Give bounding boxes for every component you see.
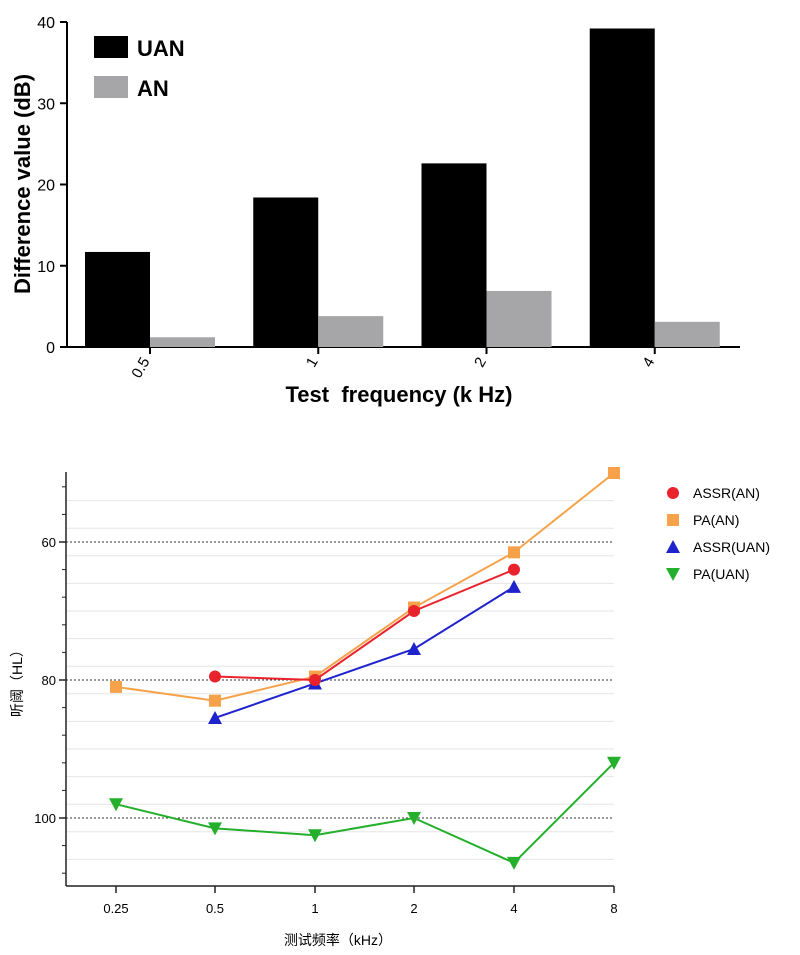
point-PA(UAN) — [507, 856, 521, 870]
bar-chart: 0 10 20 30 40 0.5 1 2 4 Difference value (dB) T… — [10, 15, 740, 407]
point-PA(AN) — [608, 467, 620, 479]
bar-uan-4 — [589, 28, 655, 347]
bar-an-1 — [318, 316, 384, 347]
line-legend: ASSR(AN) PA(AN) ASSR(UAN) PA(UAN) — [666, 485, 770, 582]
line-y-tick-label: 100 — [34, 811, 56, 826]
line-x-tick-label: 2 — [410, 901, 417, 916]
line-x-axis-label: 测试频率（kHz） — [284, 932, 392, 948]
bar-y-tick-label: 0 — [46, 340, 55, 357]
point-PA(AN) — [110, 680, 122, 693]
point-ASSR(UAN) — [507, 579, 521, 593]
bar-an-2 — [486, 290, 552, 347]
bar-an-0.5 — [150, 337, 215, 347]
point-PA(AN) — [209, 694, 221, 707]
legend-label-PA(AN): PA(AN) — [693, 512, 739, 528]
series-line-PA(AN) — [115, 472, 615, 702]
bar-x-tick-label: 1 — [303, 355, 322, 371]
point-ASSR(AN) — [508, 563, 520, 576]
bar-x-tick-label: 2 — [471, 355, 490, 371]
bar-uan-2 — [421, 163, 487, 347]
point-ASSR(AN) — [209, 670, 221, 683]
bar-x-axis-label: Test frequency (k Hz) — [286, 382, 513, 407]
point-ASSR(UAN) — [407, 641, 421, 655]
bar-y-tick-label: 20 — [37, 178, 55, 195]
point-ASSR(UAN) — [208, 710, 222, 724]
point-PA(UAN) — [607, 756, 621, 770]
point-ASSR(AN) — [408, 605, 420, 617]
legend-label-ASSR(UAN): ASSR(UAN) — [693, 539, 770, 555]
bar-y-tick-label: 30 — [37, 96, 55, 113]
bar-uan-0.5 — [85, 251, 150, 347]
series-line-ASSR(AN) — [214, 568, 515, 682]
legend-marker-ASSR(UAN) — [666, 540, 680, 553]
line-x-tick-label: 4 — [510, 901, 517, 916]
line-x-tick-label: 0.25 — [103, 901, 128, 916]
line-y-tick-label: 60 — [42, 535, 56, 550]
bar-y-tick-label: 10 — [37, 259, 55, 276]
legend-label-ASSR(AN): ASSR(AN) — [693, 485, 760, 501]
legend-label-an: AN — [137, 76, 169, 101]
legend-swatch-an — [94, 76, 128, 98]
legend-label-PA(UAN): PA(UAN) — [693, 566, 750, 582]
bar-y-axis-label: Difference value (dB) — [10, 74, 35, 294]
point-PA(AN) — [508, 546, 520, 559]
line-y-axis-label: 听阈（HL） — [9, 643, 25, 717]
bar-y-tick-label: 40 — [37, 15, 55, 32]
line-y-tick-label: 80 — [42, 673, 56, 688]
point-PA(UAN) — [308, 829, 322, 843]
legend-marker-PA(AN) — [667, 514, 679, 526]
bar-legend: UAN AN — [94, 36, 185, 101]
bar-x-tick-label: 0.5 — [128, 355, 153, 382]
series-line-ASSR(UAN) — [214, 586, 515, 719]
legend-marker-ASSR(AN) — [667, 487, 679, 499]
line-x-tick-label: 0.5 — [206, 901, 224, 916]
point-PA(UAN) — [109, 798, 123, 812]
legend-label-uan: UAN — [137, 36, 185, 61]
series-line-PA(UAN) — [115, 762, 615, 865]
bar-an-4 — [654, 321, 720, 347]
legend-swatch-uan — [94, 36, 128, 58]
line-x-tick-label: 1 — [311, 901, 318, 916]
point-PA(UAN) — [407, 812, 421, 825]
point-ASSR(AN) — [309, 674, 321, 686]
legend-marker-PA(UAN) — [666, 568, 680, 581]
bar-x-tick-label: 4 — [639, 355, 658, 371]
bar-uan-1 — [253, 197, 319, 347]
line-x-tick-label: 8 — [610, 901, 617, 916]
line-chart: 60 80 100 0.25 0.5 1 2 4 8 听阈（HL） 测试频率（kHz） ASS… — [9, 467, 770, 948]
point-PA(UAN) — [208, 822, 222, 836]
